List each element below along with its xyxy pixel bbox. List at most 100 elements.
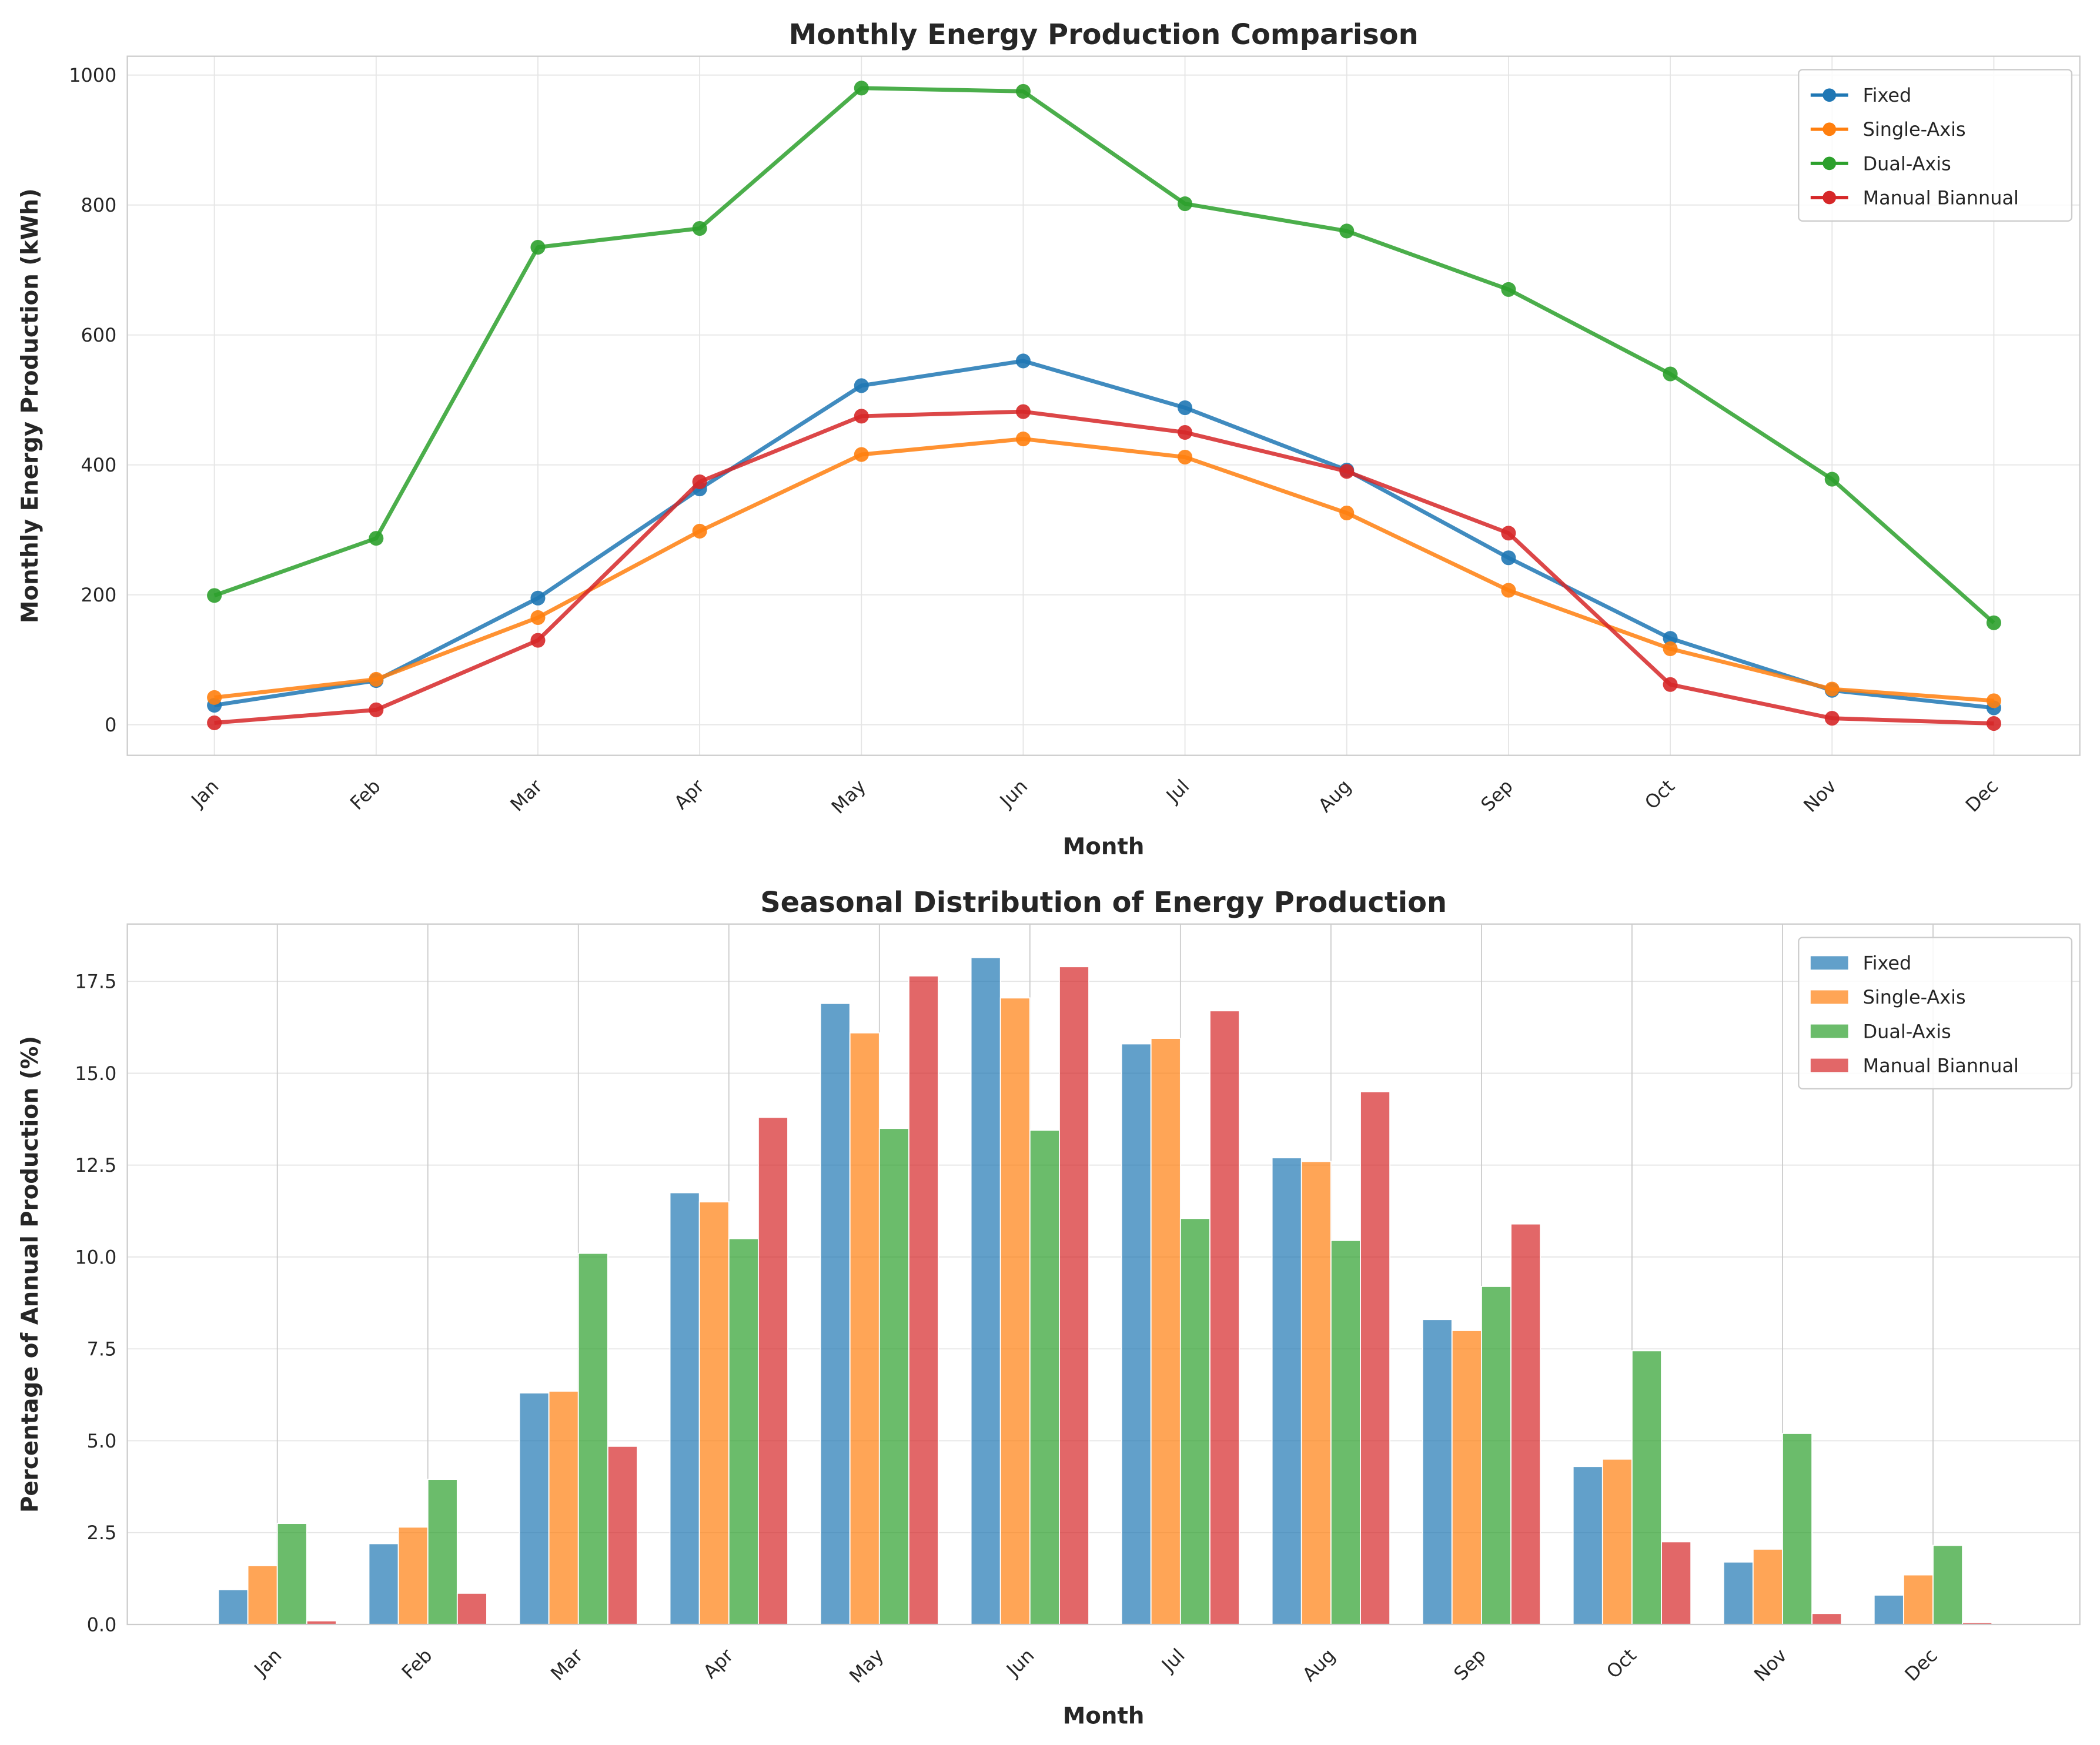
x-tick-label: Feb: [397, 1644, 437, 1683]
data-point: [207, 588, 222, 603]
x-tick-label: Dec: [1961, 775, 2002, 816]
legend: Fixed Single-Axis Dual-Axis Manual Biannual: [1798, 69, 2073, 222]
x-tick-label: Sep: [1476, 775, 1517, 815]
x-tick-label: Jun: [995, 775, 1032, 813]
bar-manual-biannual: [1811, 1613, 1842, 1625]
bar-dual-axis: [577, 1252, 608, 1625]
x-tick-label: Apr: [670, 775, 708, 814]
data-point: [1339, 223, 1355, 239]
data-point: [369, 702, 384, 717]
bar-dual-axis: [1481, 1286, 1512, 1625]
x-tick-label: Dec: [1900, 1644, 1941, 1685]
chart-title: Monthly Energy Production Comparison: [789, 19, 1419, 51]
data-point: [1015, 404, 1031, 419]
x-tick-label: Nov: [1799, 775, 1841, 817]
bar-fixed: [1572, 1466, 1603, 1625]
x-tick-label: Jan: [186, 775, 223, 812]
legend-marker-0: [1823, 88, 1837, 102]
x-tick-label: May: [827, 775, 870, 818]
bar-fixed: [218, 1589, 249, 1625]
plot-area: [127, 56, 2080, 756]
data-point: [1986, 716, 2001, 731]
bar-manual-biannual: [607, 1445, 638, 1625]
y-tick-label: 0: [105, 714, 116, 736]
y-tick-label: 600: [81, 324, 117, 346]
bar-dual-axis: [1631, 1350, 1662, 1625]
legend-marker-1: [1823, 122, 1837, 136]
y-tick-label: 7.5: [87, 1338, 117, 1360]
x-tick-label: Oct: [1602, 1644, 1641, 1683]
data-point: [692, 220, 707, 236]
x-tick-label: May: [845, 1644, 888, 1687]
legend-swatch-2: [1810, 1024, 1848, 1038]
x-tick-label: Jun: [1001, 1644, 1039, 1682]
x-tick-label: Jul: [1161, 775, 1193, 807]
x-tick-label: Jan: [249, 1644, 286, 1681]
y-tick-label: 2.5: [87, 1522, 117, 1544]
bar-single-axis: [548, 1390, 579, 1625]
bar-fixed: [1121, 1043, 1152, 1625]
x-tick-label: Feb: [346, 775, 385, 814]
bar-single-axis: [397, 1526, 429, 1625]
series-line-fixed: [214, 359, 1994, 710]
bar-manual-biannual: [1510, 1223, 1541, 1625]
legend-label: Single-Axis: [1863, 118, 1966, 141]
bar-single-axis: [999, 997, 1031, 1625]
x-tick-label: Jul: [1156, 1644, 1189, 1676]
data-point: [692, 523, 707, 539]
bar-dual-axis: [1932, 1545, 1964, 1625]
axes-frame: [126, 923, 2081, 1626]
legend-marker-2: [1823, 156, 1837, 171]
legend-label: Manual Biannual: [1863, 1054, 2019, 1077]
bar-single-axis: [1752, 1548, 1783, 1625]
data-point: [1663, 366, 1678, 382]
y-tick-label: 1000: [69, 64, 116, 86]
chart-line: 0 200 400 600 800 1000 Jan Feb Mar Apr May Jun Jul Au…: [17, 19, 2081, 860]
bar-manual-biannual: [1360, 1091, 1391, 1625]
bar-manual-biannual: [456, 1592, 487, 1625]
data-point: [1663, 677, 1678, 692]
y-tick-label: 5.0: [87, 1430, 117, 1452]
x-axis-label: Month: [1063, 1703, 1145, 1730]
x-axis-label: Month: [1063, 834, 1145, 860]
data-point: [1501, 550, 1516, 566]
data-point: [1824, 711, 1840, 726]
axes-frame: [126, 55, 2081, 756]
bar-manual-biannual: [1059, 966, 1089, 1625]
series-line-dual-axis: [213, 86, 1995, 624]
series-line-single-axis: [214, 437, 1994, 703]
bar-fixed: [368, 1543, 399, 1625]
chart-bar: 0.0 2.5 5.0 7.5 10.0 12.5 15.0 17.5 Jan Feb Mar Apr…: [17, 887, 2081, 1730]
bar-dual-axis: [427, 1479, 458, 1625]
bar-manual-biannual: [908, 975, 939, 1625]
x-tick-label: Mar: [506, 775, 547, 816]
data-point: [530, 610, 546, 625]
legend-label: Manual Biannual: [1863, 186, 2019, 209]
data-point: [1501, 282, 1516, 297]
bar-manual-biannual: [757, 1116, 788, 1625]
bar-dual-axis: [878, 1128, 909, 1625]
data-point: [207, 715, 222, 730]
bar-dual-axis: [1179, 1218, 1210, 1625]
data-point: [1178, 196, 1193, 212]
x-tick-label: Mar: [546, 1644, 587, 1685]
y-tick-label: 800: [81, 194, 117, 216]
data-point: [1178, 400, 1193, 416]
bar-dual-axis: [1330, 1239, 1361, 1625]
x-tick-label: Oct: [1640, 775, 1679, 814]
data-point: [854, 81, 869, 96]
y-tick-label: 12.5: [75, 1154, 116, 1176]
bar-single-axis: [1451, 1330, 1482, 1625]
legend-swatch-3: [1810, 1058, 1848, 1072]
data-point: [1178, 449, 1193, 465]
y-axis-label: Monthly Energy Production (kWh): [17, 188, 44, 623]
legend-label: Single-Axis: [1863, 986, 1966, 1008]
legend-label: Dual-Axis: [1863, 1020, 1951, 1042]
data-point: [1339, 464, 1355, 479]
bar-manual-biannual: [1661, 1541, 1692, 1625]
legend-label: Dual-Axis: [1863, 152, 1951, 175]
bar-single-axis: [849, 1032, 880, 1625]
data-point: [854, 447, 869, 462]
bar-fixed: [1723, 1561, 1754, 1625]
